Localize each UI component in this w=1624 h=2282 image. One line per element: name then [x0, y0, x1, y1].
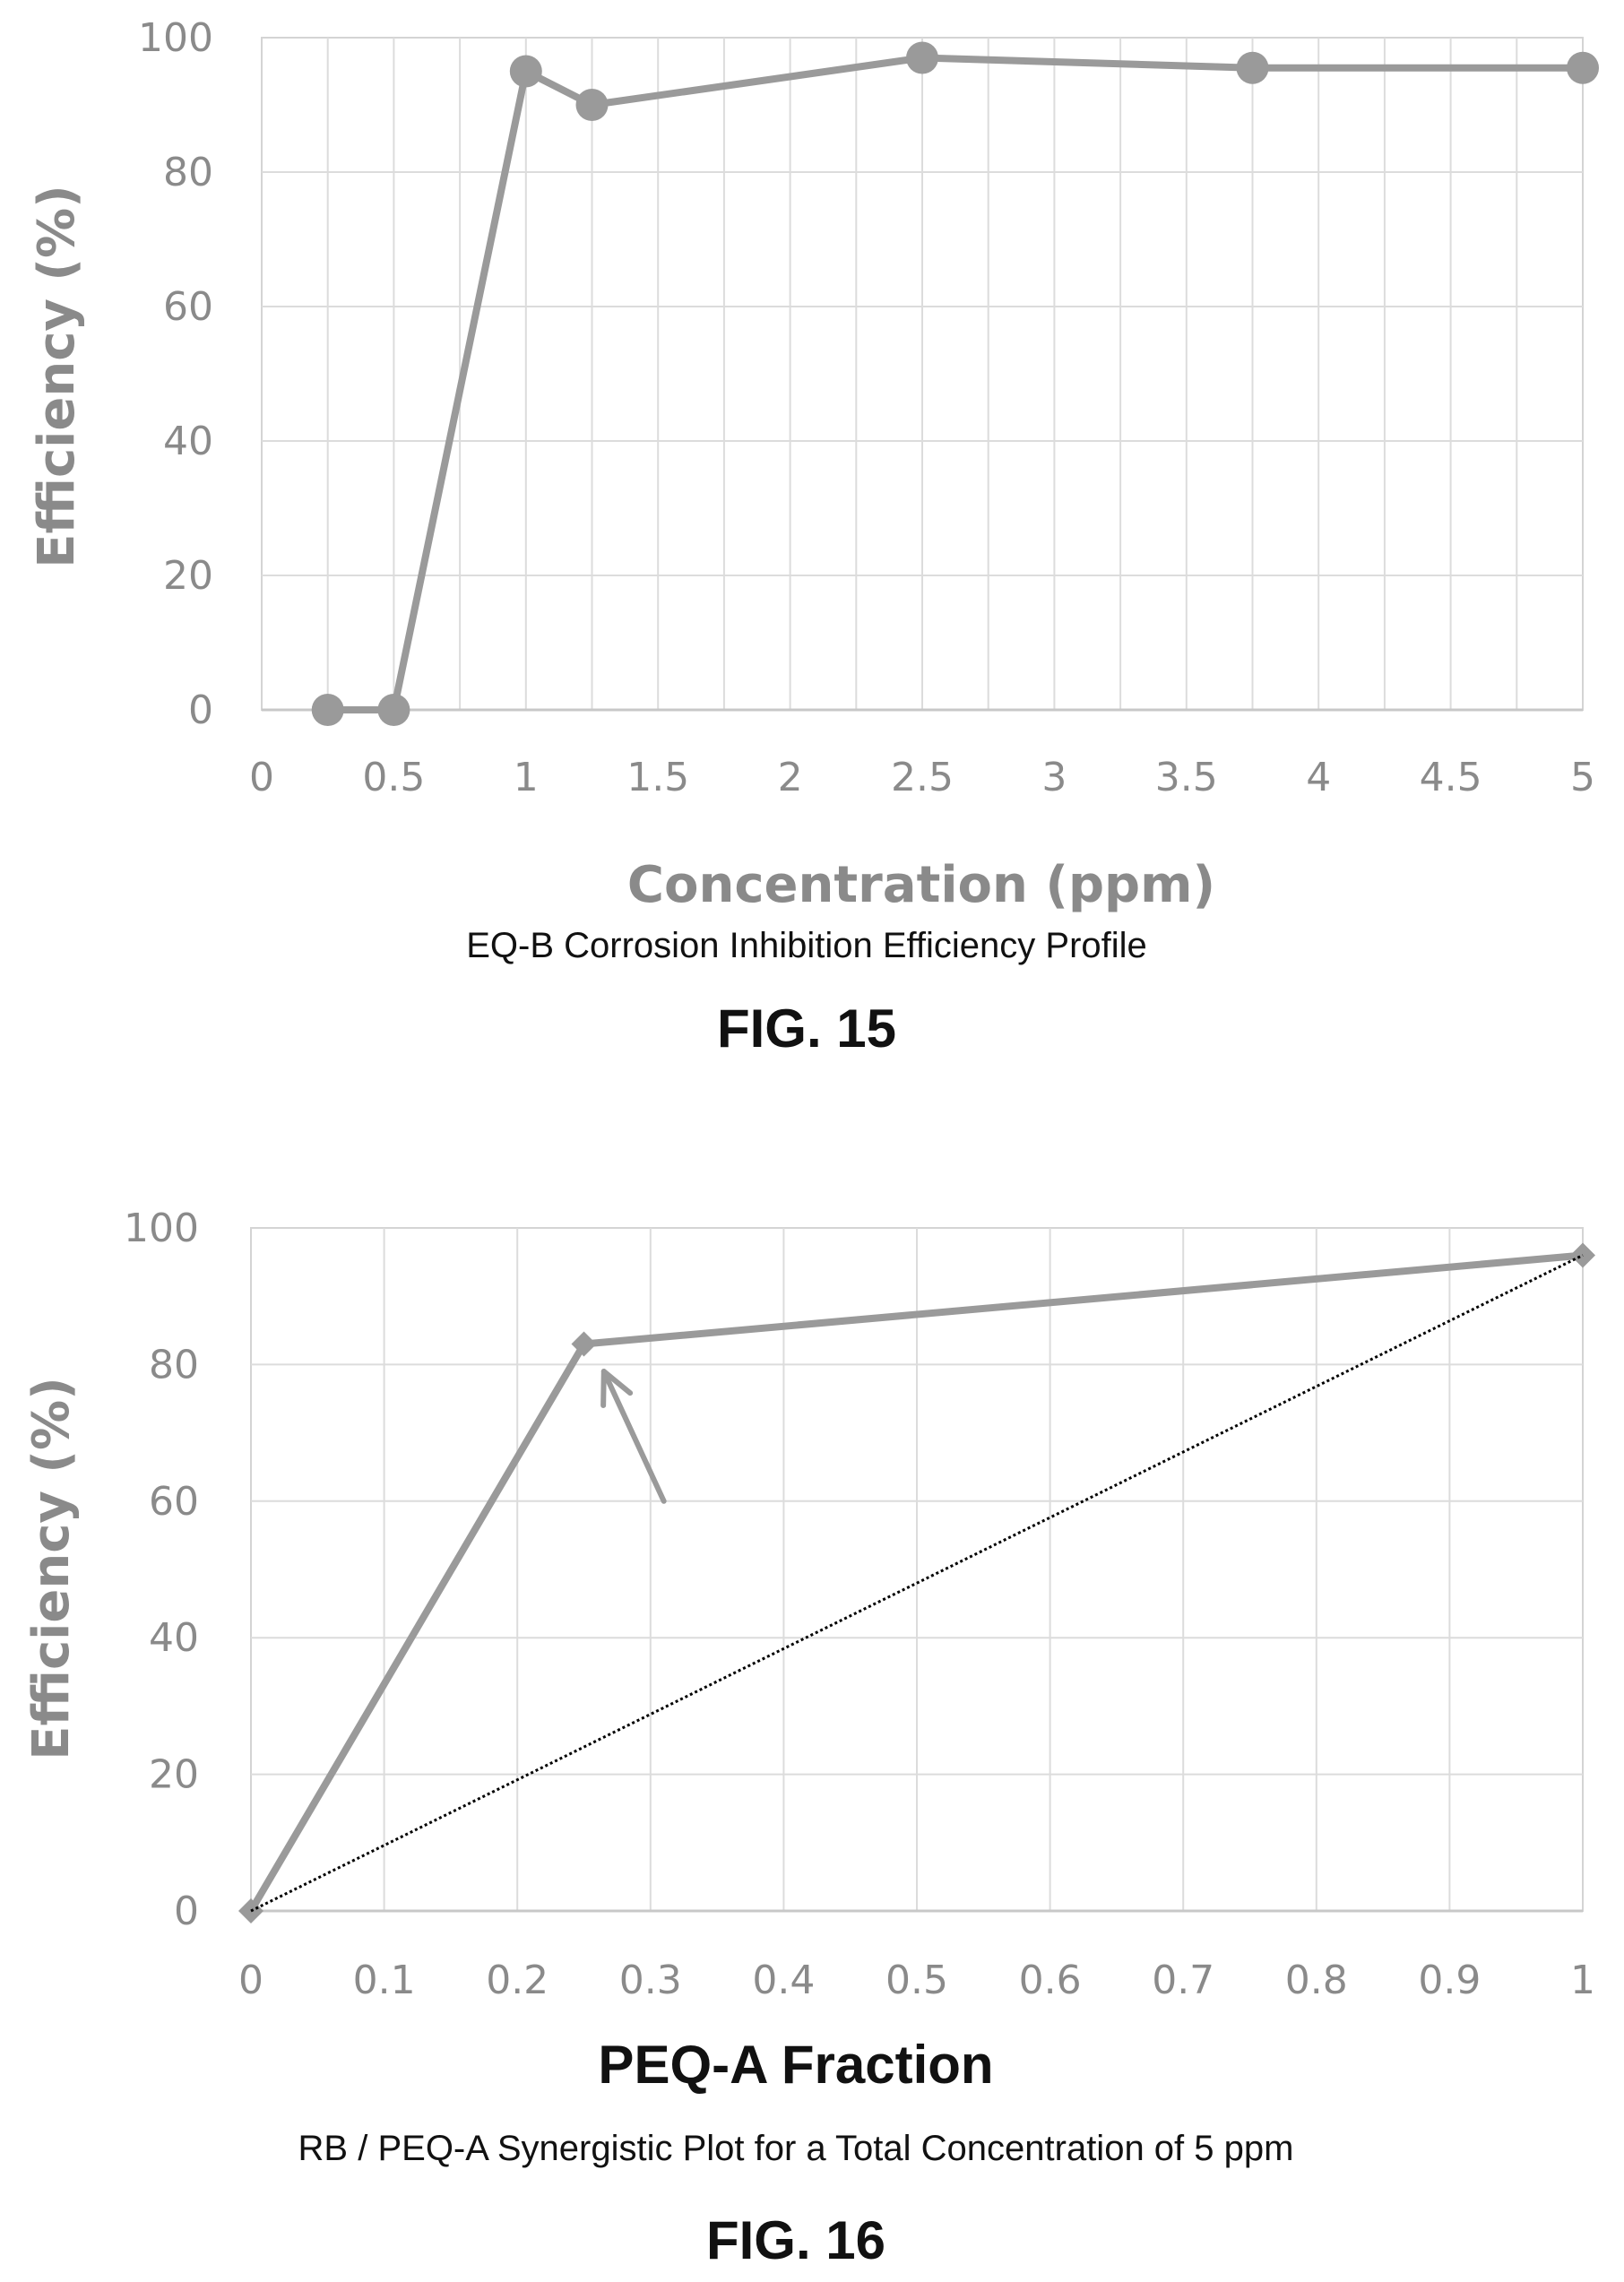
- y-tick-label: 80: [163, 150, 213, 195]
- x-tick-label: 0.9: [1418, 1958, 1481, 2003]
- x-axis-title-fig16: PEQ-A Fraction: [598, 2035, 993, 2095]
- x-tick-label: 0.6: [1019, 1958, 1082, 2003]
- data-point-marker: [1236, 51, 1269, 84]
- series-fig15: [311, 41, 1599, 726]
- y-tick-label: 80: [149, 1342, 199, 1387]
- series-line: [250, 1254, 1584, 1913]
- y-tick-labels-fig16: 0 20 40 60 80 100: [124, 1206, 199, 1934]
- data-point-marker: [509, 55, 542, 88]
- x-tick-label: 0.4: [752, 1958, 815, 2003]
- chart-fig16: 0 0.1 0.2 0.3 0.4 0.5 0.6 0.7 0.8 0.9 1 0 20 40 60 80 1…: [22, 1206, 1595, 2270]
- y-tick-label: 100: [138, 15, 213, 61]
- x-tick-labels-fig16: 0 0.1 0.2 0.3 0.4 0.5 0.6 0.7 0.8 0.9 1: [238, 1958, 1595, 2003]
- y-tick-label: 100: [124, 1206, 199, 1251]
- x-tick-label: 0: [249, 755, 274, 800]
- x-axis-title-fig15: Concentration (ppm): [627, 856, 1215, 914]
- x-tick-label: 4.5: [1420, 755, 1482, 800]
- x-tick-label: 0.2: [486, 1958, 549, 2003]
- x-tick-label: 0.8: [1285, 1958, 1348, 2003]
- chart-fig15: 0 0.5 1 1.5 2 2.5 3 3.5 4 4.5 5 0 20 40 60 80 100 Conce…: [28, 15, 1599, 1059]
- y-tick-label: 0: [188, 687, 213, 733]
- x-tick-label: 0.3: [619, 1958, 682, 2003]
- y-tick-label: 60: [149, 1479, 199, 1525]
- y-tick-label: 60: [163, 284, 213, 330]
- x-tick-label: 3: [1041, 755, 1067, 800]
- x-tick-label: 1: [514, 755, 539, 800]
- annotation-arrow-shaft: [600, 1369, 667, 1504]
- x-tick-label: 0.5: [362, 755, 425, 800]
- data-point-marker: [906, 41, 938, 74]
- x-tick-labels-fig15: 0 0.5 1 1.5 2 2.5 3 3.5 4 4.5 5: [249, 755, 1595, 800]
- x-tick-label: 3.5: [1155, 755, 1218, 800]
- data-point-marker: [575, 89, 609, 121]
- y-axis-title-fig16: Efficiency (%): [22, 1377, 81, 1759]
- x-tick-label: 2.5: [891, 755, 954, 800]
- x-tick-label: 0.5: [885, 1958, 948, 2003]
- gridlines-fig15: [262, 38, 1583, 712]
- y-tick-label: 20: [163, 553, 213, 599]
- figure-label-fig15: FIG. 15: [717, 998, 896, 1059]
- y-tick-labels-fig15: 0 20 40 60 80 100: [138, 15, 213, 733]
- data-point-marker: [311, 694, 344, 726]
- data-point-marker: [571, 1331, 597, 1357]
- x-tick-label: 4: [1306, 755, 1331, 800]
- figure-label-fig16: FIG. 16: [706, 2210, 885, 2270]
- x-tick-label: 0.7: [1152, 1958, 1214, 2003]
- x-tick-label: 1: [1570, 1958, 1595, 2003]
- x-tick-label: 0: [238, 1958, 263, 2003]
- series-fig16: [238, 1242, 1595, 1923]
- x-tick-label: 5: [1570, 755, 1595, 800]
- annotations-fig16: [600, 1369, 667, 1504]
- data-point-marker: [377, 694, 410, 726]
- x-tick-label: 0.1: [353, 1958, 416, 2003]
- y-tick-label: 0: [174, 1889, 199, 1934]
- y-tick-label: 20: [149, 1752, 199, 1798]
- caption-fig16: RB / PEQ-A Synergistic Plot for a Total …: [298, 2129, 1294, 2168]
- annotation-arrow-head: [600, 1369, 634, 1409]
- y-axis-title-fig15: Efficiency (%): [28, 185, 86, 567]
- caption-fig15: EQ-B Corrosion Inhibition Efficiency Pro…: [466, 926, 1147, 965]
- y-tick-label: 40: [149, 1615, 199, 1661]
- x-tick-label: 1.5: [626, 755, 689, 800]
- y-tick-label: 40: [163, 419, 213, 464]
- data-point-marker: [1567, 51, 1599, 84]
- gridlines-fig16: [251, 1228, 1583, 1913]
- x-tick-label: 2: [778, 755, 803, 800]
